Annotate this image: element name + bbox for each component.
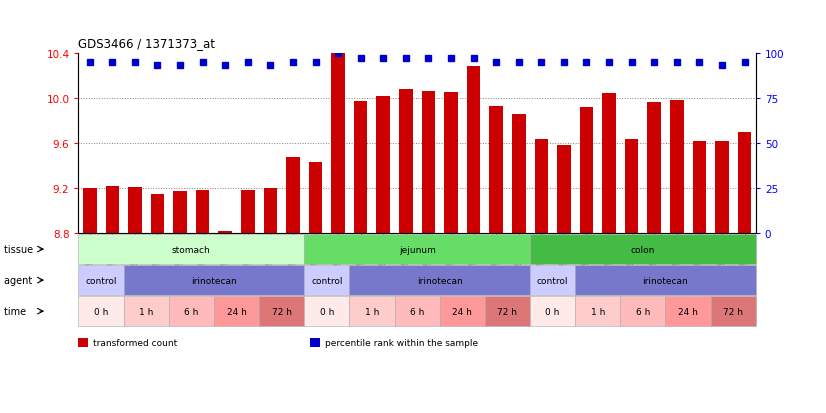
Bar <box>196 191 210 233</box>
Text: time: time <box>4 306 30 316</box>
Text: 0 h: 0 h <box>94 307 108 316</box>
Bar <box>489 107 503 233</box>
Bar <box>738 132 752 233</box>
Text: 6 h: 6 h <box>636 307 650 316</box>
Text: 1 h: 1 h <box>139 307 154 316</box>
Text: 6 h: 6 h <box>184 307 198 316</box>
Bar <box>173 192 187 233</box>
Text: colon: colon <box>631 245 655 254</box>
Text: 1 h: 1 h <box>591 307 605 316</box>
Text: 72 h: 72 h <box>272 307 292 316</box>
Bar <box>263 188 278 233</box>
Text: control: control <box>537 276 568 285</box>
Bar <box>421 92 435 233</box>
Bar <box>580 108 593 233</box>
Bar <box>467 67 481 233</box>
Text: irinotecan: irinotecan <box>191 276 237 285</box>
Bar <box>399 90 413 233</box>
Bar <box>354 102 368 233</box>
Bar <box>150 194 164 233</box>
Bar <box>444 93 458 233</box>
Text: 24 h: 24 h <box>226 307 246 316</box>
Bar <box>624 140 638 233</box>
Bar <box>128 188 142 233</box>
Bar <box>512 114 525 233</box>
Bar <box>670 101 684 233</box>
Text: 1 h: 1 h <box>365 307 379 316</box>
Bar <box>83 188 97 233</box>
Bar <box>309 163 322 233</box>
Bar <box>557 146 571 233</box>
Bar <box>377 96 390 233</box>
Bar <box>602 94 616 233</box>
Text: 24 h: 24 h <box>453 307 472 316</box>
Text: 0 h: 0 h <box>545 307 560 316</box>
Bar <box>106 186 119 233</box>
Bar <box>715 141 729 233</box>
Bar <box>331 54 345 233</box>
Text: control: control <box>85 276 116 285</box>
Bar <box>241 191 254 233</box>
Text: 72 h: 72 h <box>497 307 517 316</box>
Text: irinotecan: irinotecan <box>643 276 688 285</box>
Text: 72 h: 72 h <box>724 307 743 316</box>
Text: jejunum: jejunum <box>399 245 435 254</box>
Text: GDS3466 / 1371373_at: GDS3466 / 1371373_at <box>78 37 216 50</box>
Text: irinotecan: irinotecan <box>417 276 463 285</box>
Bar <box>534 140 548 233</box>
Text: 0 h: 0 h <box>320 307 334 316</box>
Text: tissue: tissue <box>4 244 36 254</box>
Bar <box>218 231 232 233</box>
Text: control: control <box>311 276 343 285</box>
Text: stomach: stomach <box>172 245 211 254</box>
Text: percentile rank within the sample: percentile rank within the sample <box>325 338 477 347</box>
Bar <box>692 141 706 233</box>
Text: 6 h: 6 h <box>410 307 425 316</box>
Bar <box>648 103 661 233</box>
Text: 24 h: 24 h <box>678 307 698 316</box>
Text: transformed count: transformed count <box>93 338 178 347</box>
Bar <box>286 158 300 233</box>
Text: agent: agent <box>4 275 36 285</box>
